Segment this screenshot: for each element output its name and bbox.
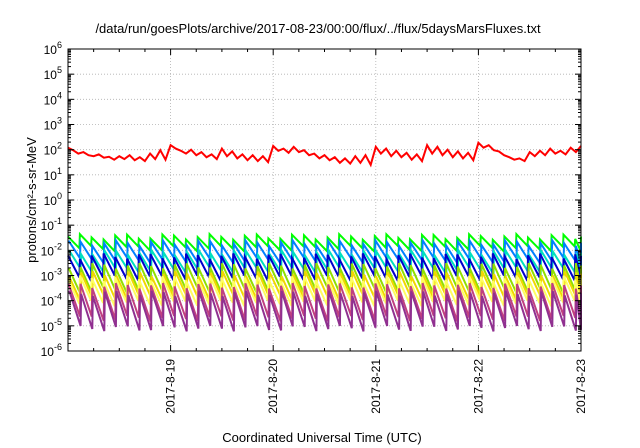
y-tick-exponent: -3 — [54, 267, 62, 277]
y-tick-label: 105 — [44, 65, 62, 82]
y-tick-label: 10-1 — [41, 216, 62, 233]
y-tick-exponent: -1 — [54, 216, 62, 226]
y-tick-label: 101 — [44, 166, 62, 183]
y-tick-exponent: 2 — [57, 141, 62, 151]
y-axis-label: protons/cm²-s-sr-MeV — [24, 137, 39, 263]
y-tick-exponent: 5 — [57, 65, 62, 75]
y-tick-exponent: -6 — [54, 342, 62, 352]
axes: 10-610-510-410-310-210-11001011021031041… — [41, 40, 588, 414]
y-tick-exponent: -5 — [54, 317, 62, 327]
series-layer — [67, 140, 582, 332]
y-tick-label: 10-2 — [41, 241, 62, 258]
series-line — [68, 246, 582, 278]
y-tick-exponent: -2 — [54, 241, 62, 251]
y-tick-label: 10-5 — [41, 317, 62, 334]
y-tick-label: 106 — [44, 40, 62, 57]
y-tick-label: 104 — [44, 90, 62, 107]
y-tick-label: 103 — [44, 116, 62, 133]
y-tick-label: 10-6 — [41, 342, 62, 359]
y-tick-label: 10-4 — [41, 292, 62, 309]
y-tick-label: 102 — [44, 141, 62, 158]
y-tick-label: 10-3 — [41, 267, 62, 284]
x-axis-label: Coordinated Universal Time (UTC) — [222, 430, 421, 445]
x-tick-label: 2017-8-21 — [369, 359, 383, 414]
grid — [68, 49, 581, 351]
y-tick-exponent: 3 — [57, 116, 62, 126]
x-tick-label: 2017-8-19 — [164, 359, 178, 414]
x-tick-label: 2017-8-20 — [266, 359, 280, 414]
y-tick-exponent: 6 — [57, 40, 62, 50]
y-tick-exponent: 1 — [57, 166, 62, 176]
x-tick-label: 2017-8-23 — [574, 359, 588, 414]
series-line — [68, 290, 582, 332]
series-line — [67, 140, 582, 168]
chart-title: /data/run/goesPlots/archive/2017-08-23/0… — [95, 21, 541, 36]
y-tick-exponent: -4 — [54, 292, 62, 302]
y-tick-exponent: 0 — [57, 191, 62, 201]
x-tick-label: 2017-8-22 — [471, 359, 485, 414]
y-tick-label: 100 — [44, 191, 62, 208]
y-tick-exponent: 4 — [57, 90, 62, 100]
